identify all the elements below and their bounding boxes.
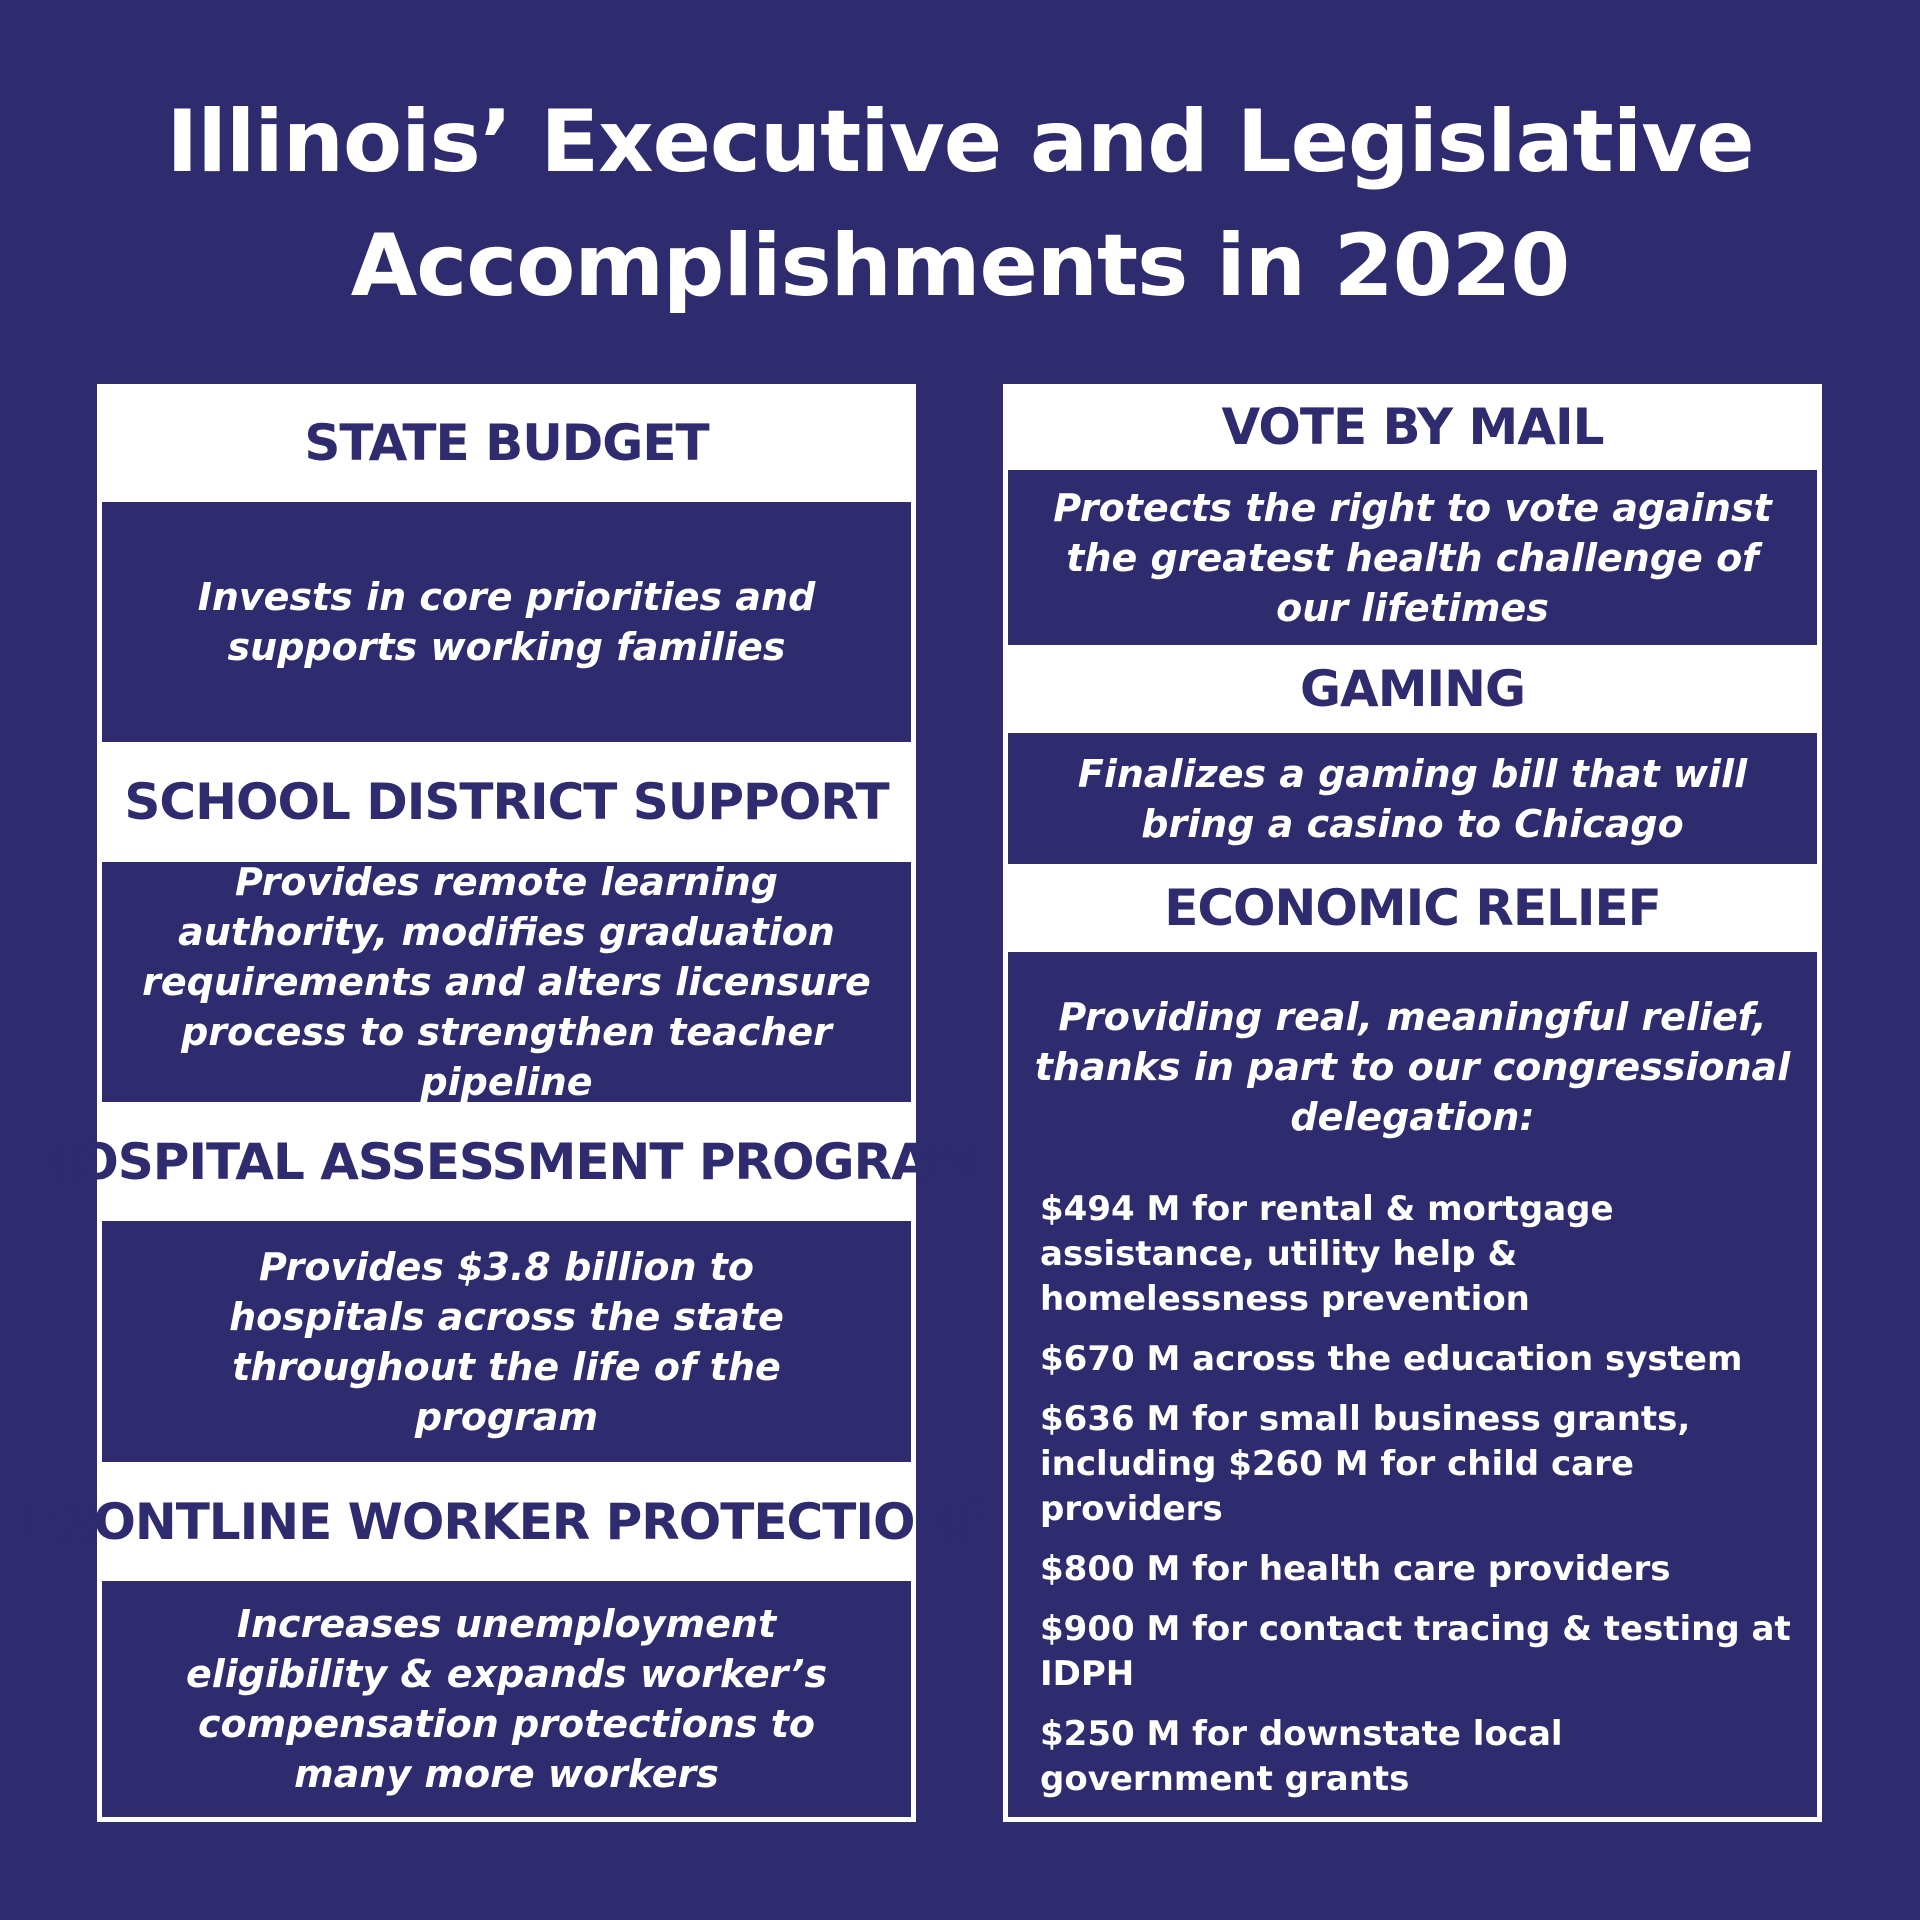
section-text: Finalizes a gaming bill that will bring …: [1008, 732, 1817, 865]
section-heading: STATE BUDGET: [304, 414, 709, 472]
section-heading: VOTE BY MAIL: [1221, 398, 1605, 457]
section-text: Providing real, meaningful relief, thank…: [1008, 952, 1817, 1817]
text: Increases unemployment eligibility & exp…: [185, 1602, 828, 1796]
text: Providing real, meaningful relief, thank…: [1034, 995, 1791, 1139]
relief-item: $494 M for rental & mortgage assistance,…: [1040, 1189, 1614, 1319]
left-panel: STATE BUDGET Invests in core priorities …: [22, 384, 992, 1822]
text: Finalizes a gaming bill that will bring …: [1077, 751, 1748, 846]
section-text: Provides $3.8 billion to hospitals acros…: [102, 1221, 911, 1462]
section-heading: SCHOOL DISTRICT SUPPORT: [124, 773, 889, 831]
section-heading: HOSPITAL ASSESSMENT PROGRAM: [35, 1132, 978, 1191]
right-panel: VOTE BY MAIL Protects the right to vote …: [1003, 384, 1822, 1822]
relief-item: $250 M for downstate local government gr…: [1040, 1714, 1563, 1799]
section-heading: ECONOMIC RELIEF: [1164, 879, 1662, 938]
section-text: Increases unemployment eligibility & exp…: [102, 1581, 911, 1817]
title: Illinois’ Executive and Legislative Acco…: [166, 92, 1754, 316]
text: Provides remote learning authority, modi…: [142, 860, 871, 1104]
relief-item: $670 M across the education system: [1040, 1339, 1743, 1379]
text: Provides $3.8 billion to hospitals acros…: [229, 1244, 784, 1439]
relief-item: $800 M for health care providers: [1040, 1549, 1671, 1589]
section-text: Protects the right to vote against the g…: [1008, 470, 1817, 646]
relief-list: $494 M for rental & mortgage assistance,…: [1028, 1187, 1797, 1817]
relief-item: $900 M for contact tracing & testing at …: [1040, 1609, 1791, 1694]
relief-item: $636 M for small business grants, includ…: [1040, 1399, 1691, 1529]
section-text: Provides remote learning authority, modi…: [102, 860, 911, 1104]
section-heading: GAMING: [1300, 660, 1526, 719]
section-heading: FRONTLINE WORKER PROTECTIONS: [22, 1492, 992, 1551]
section-text: Invests in core priorities and supports …: [102, 502, 911, 742]
text: Protects the right to vote against the g…: [1053, 485, 1772, 630]
text: Invests in core priorities and supports …: [197, 575, 816, 669]
